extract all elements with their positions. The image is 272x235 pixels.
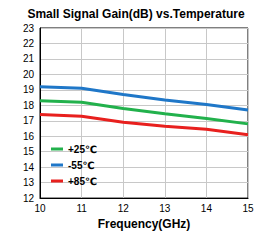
svg-text:12: 12 (23, 193, 35, 204)
svg-text:+25℃: +25℃ (68, 144, 97, 155)
svg-text:12: 12 (118, 203, 130, 214)
svg-text:17: 17 (23, 115, 35, 126)
svg-text:20: 20 (23, 69, 35, 80)
svg-text:+85℃: +85℃ (68, 176, 97, 187)
svg-text:Small Signal Gain(dB) vs.Tempe: Small Signal Gain(dB) vs.Temperature (27, 7, 244, 21)
svg-text:18: 18 (23, 100, 35, 111)
svg-text:13: 13 (159, 203, 171, 214)
svg-text:11: 11 (76, 203, 87, 214)
svg-text:23: 23 (23, 23, 35, 34)
svg-text:21: 21 (23, 53, 35, 64)
svg-text:22: 22 (23, 38, 35, 49)
svg-text:14: 14 (201, 203, 213, 214)
svg-text:19: 19 (23, 84, 35, 95)
svg-text:15: 15 (23, 146, 35, 157)
svg-text:Frequency(GHz): Frequency(GHz) (98, 217, 191, 231)
svg-text:10: 10 (34, 203, 46, 214)
svg-text:16: 16 (23, 131, 35, 142)
svg-text:-55℃: -55℃ (68, 160, 95, 171)
svg-text:15: 15 (242, 203, 254, 214)
svg-text:14: 14 (23, 162, 35, 173)
svg-text:13: 13 (23, 177, 35, 188)
